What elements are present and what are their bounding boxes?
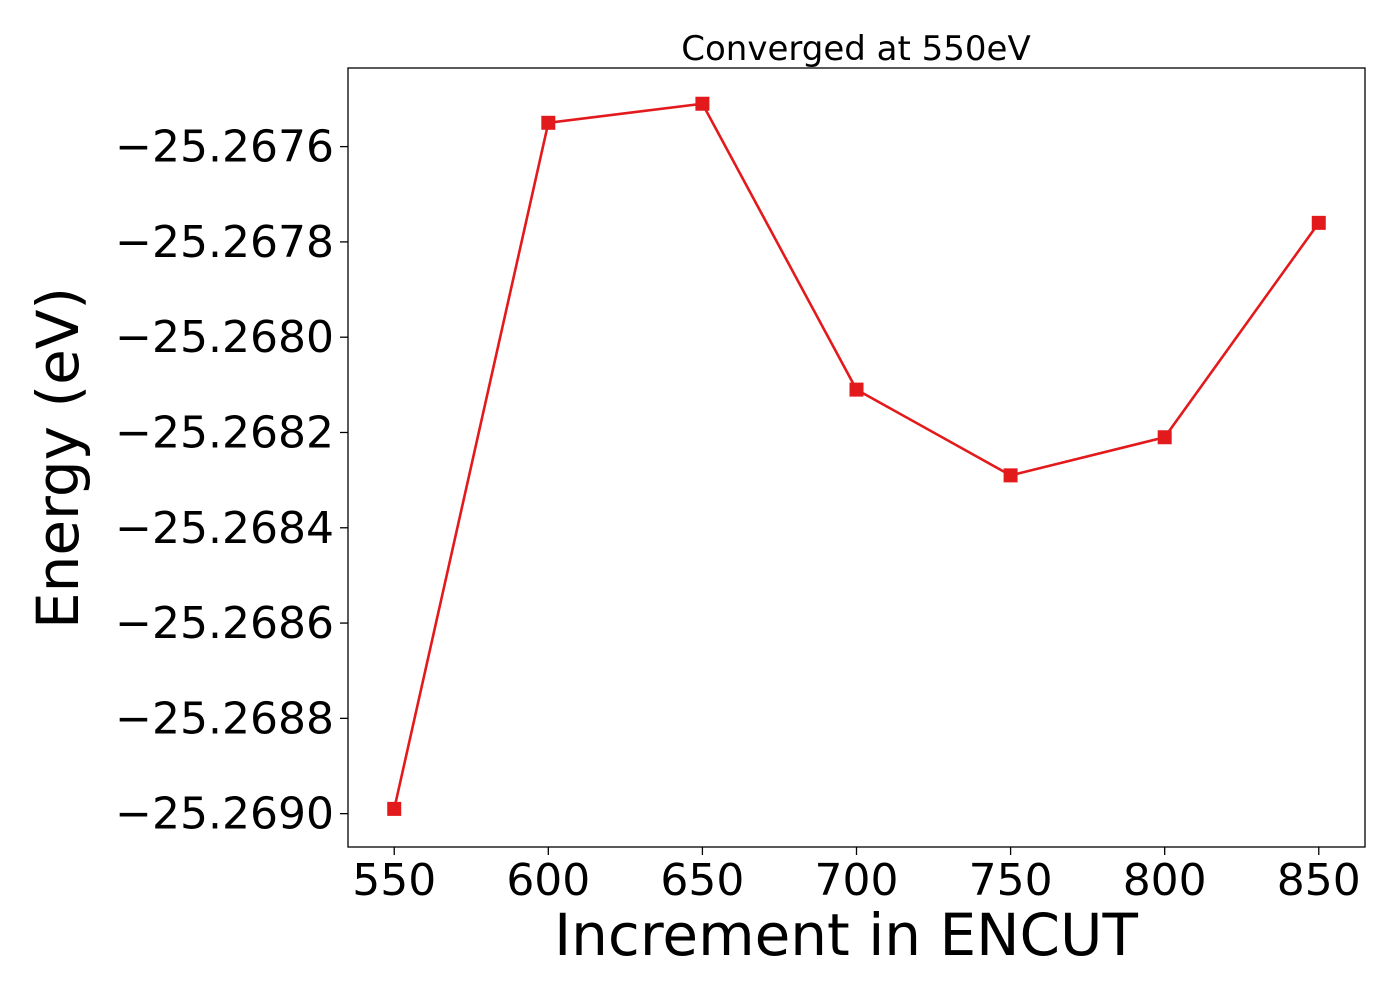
y-tick-label: −25.2684	[115, 503, 334, 554]
x-tick-label: 700	[815, 855, 899, 906]
data-point-marker	[1003, 468, 1018, 483]
data-point-marker	[1311, 215, 1326, 230]
chart-title: Converged at 550eV	[681, 29, 1030, 69]
y-tick-label: −25.2676	[115, 122, 334, 173]
y-axis: −25.2676 −25.2678 −25.2680 −25.2682 −25.2684…	[115, 122, 348, 840]
data-point-marker	[1157, 430, 1172, 445]
y-tick-label: −25.2680	[115, 312, 334, 363]
y-tick-label: −25.2682	[115, 407, 334, 458]
series-layer	[387, 96, 1326, 816]
x-tick-label: 850	[1277, 855, 1361, 906]
x-tick-label: 650	[660, 855, 744, 906]
x-tick-label: 550	[352, 855, 436, 906]
data-point-marker	[387, 801, 402, 816]
data-point-marker	[541, 115, 556, 130]
y-tick-label: −25.2690	[115, 789, 334, 840]
x-tick-label: 800	[1123, 855, 1207, 906]
x-tick-label: 750	[969, 855, 1053, 906]
data-point-marker	[695, 96, 710, 111]
y-tick-label: −25.2688	[115, 693, 334, 744]
y-tick-label: −25.2686	[115, 598, 334, 649]
x-axis-label: Increment in ENCUT	[554, 901, 1138, 969]
y-axis-label: Energy (eV)	[24, 287, 92, 629]
data-point-marker	[849, 382, 864, 397]
x-axis: 550 600 650 700 750 800 850	[352, 847, 1361, 906]
y-tick-label: −25.2678	[115, 217, 334, 268]
x-tick-label: 600	[506, 855, 590, 906]
